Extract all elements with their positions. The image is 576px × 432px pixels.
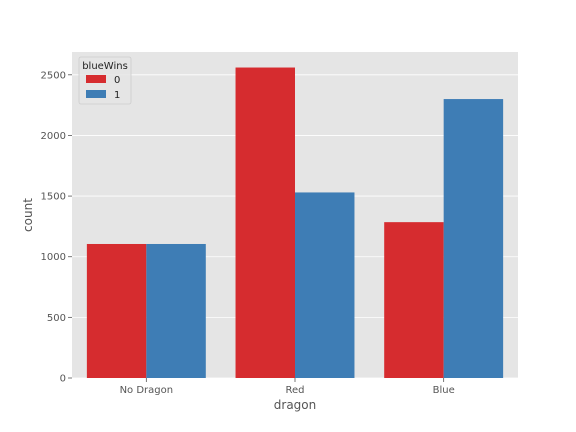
y-axis-ticks: 0 500 1000 1500 2000 2500 <box>41 70 72 385</box>
bar-blue-series-1 <box>443 99 504 378</box>
legend-title: blueWins <box>82 61 128 72</box>
y-axis-label: count <box>21 198 35 232</box>
bars <box>86 67 504 379</box>
x-axis-ticks: No Dragon Red Blue <box>120 378 455 396</box>
x-tick-label: No Dragon <box>120 385 174 396</box>
x-tick-label: Red <box>286 385 305 396</box>
y-tick-label: 2500 <box>41 70 66 81</box>
legend-label-0: 0 <box>114 75 120 86</box>
y-tick-label: 2000 <box>41 131 66 142</box>
y-tick-label: 1000 <box>41 252 66 263</box>
y-tick-label: 500 <box>47 313 66 324</box>
legend: blueWins 0 1 <box>78 56 132 105</box>
bar-no-dragon-series-1 <box>146 243 206 378</box>
y-tick-label: 0 <box>60 374 66 385</box>
bar-blue-series-0 <box>384 222 444 378</box>
legend-swatch-0 <box>86 75 106 83</box>
legend-label-1: 1 <box>114 90 120 101</box>
y-tick-label: 1500 <box>41 192 66 203</box>
legend-swatch-1 <box>86 90 106 98</box>
bar-no-dragon-series-0 <box>86 243 147 378</box>
bar-red-series-1 <box>295 192 355 378</box>
bar-red-series-0 <box>235 67 295 379</box>
x-tick-label: Blue <box>433 385 455 396</box>
x-axis-label: dragon <box>274 398 316 412</box>
